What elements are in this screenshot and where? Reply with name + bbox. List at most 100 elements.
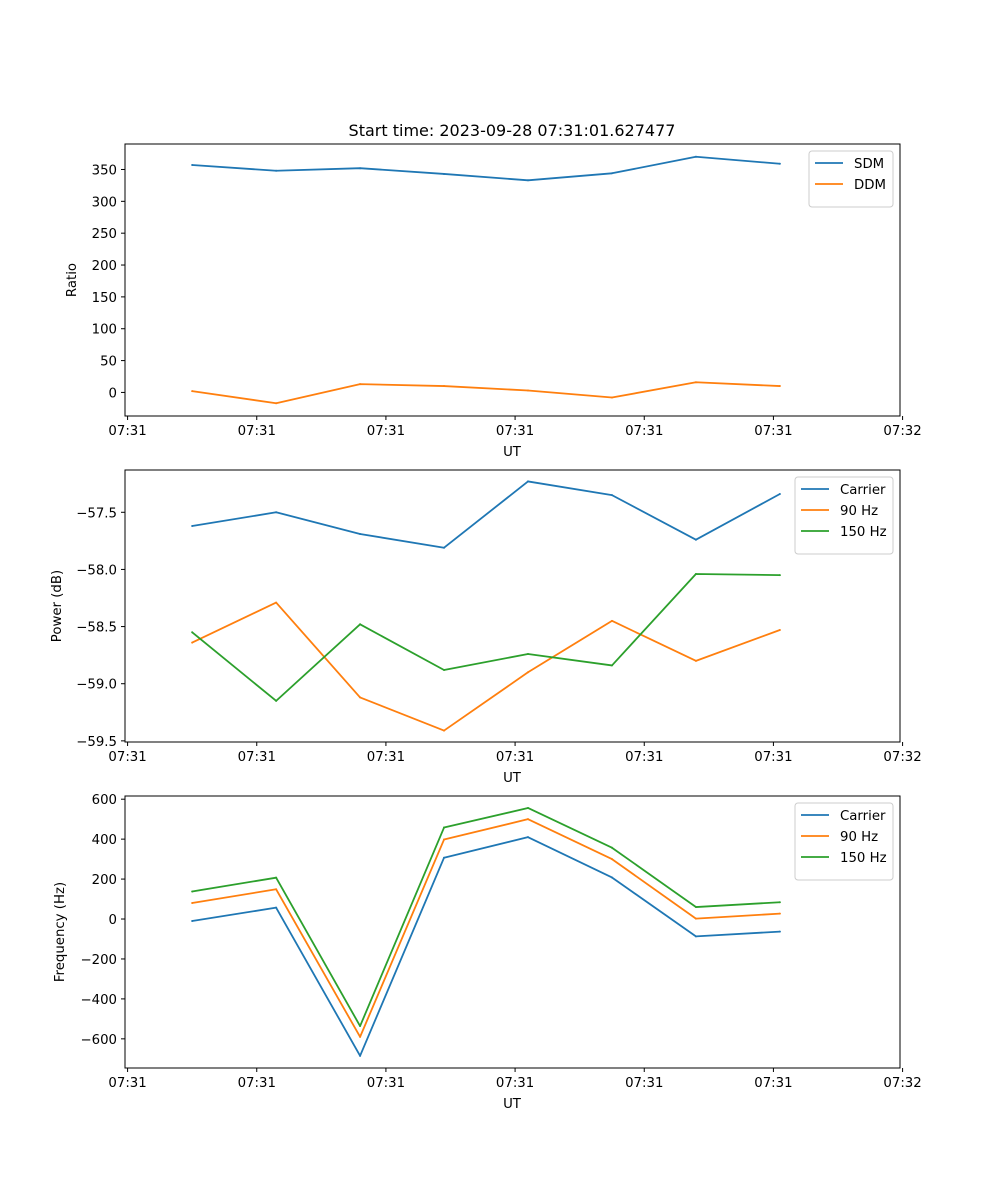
x-tick-label: 07:31 — [754, 1076, 792, 1091]
data-point — [443, 172, 446, 175]
x-tick-label: 07:31 — [367, 424, 405, 439]
legend-entry: DDM — [854, 178, 886, 193]
data-point — [359, 1054, 362, 1057]
data-point — [443, 669, 446, 671]
data-point — [527, 806, 529, 809]
subplot-3: 07:31 07:31 07:31 07:31 07:31 07:31 07:32 −600 −… — [53, 793, 922, 1112]
data-point — [527, 671, 529, 674]
legend-entry: Carrier — [840, 809, 886, 824]
x-tick-label: 07:31 — [367, 750, 405, 765]
chart-title: Start time: 2023-09-28 07:31:01.627477 — [349, 121, 676, 140]
y-tick-label: 600 — [92, 793, 117, 808]
axes-frame — [124, 795, 901, 1069]
plots: 07:31 07:31 07:31 07:31 07:31 07:31 07:32 0 50 10… — [50, 143, 922, 1112]
y-tick-label: −59.0 — [76, 678, 117, 693]
data-point — [694, 659, 697, 662]
y-tick-label: 250 — [92, 227, 117, 242]
y-tick-label: 0 — [109, 913, 117, 928]
data-point — [527, 480, 529, 483]
data-point — [443, 826, 446, 829]
data-point — [191, 525, 194, 527]
legend-entry: 90 Hz — [840, 504, 878, 519]
axes-frame — [124, 143, 901, 417]
data-point — [443, 729, 446, 732]
data-point — [610, 664, 613, 667]
y-tick-label: −57.5 — [76, 506, 117, 521]
data-point — [191, 390, 194, 393]
series-line-90-hz — [191, 601, 781, 732]
data-point — [359, 1025, 362, 1028]
data-point — [275, 699, 278, 702]
data-point — [275, 402, 278, 405]
data-point — [527, 818, 529, 821]
y-tick-label: −400 — [80, 993, 117, 1008]
data-point — [778, 901, 781, 904]
y-tick-label: 100 — [92, 323, 117, 338]
data-point — [359, 167, 362, 170]
legend: Carrier 90 Hz 150 Hz — [794, 476, 894, 555]
y-tick-label: −200 — [80, 953, 117, 968]
data-point — [191, 164, 194, 167]
data-point — [527, 179, 529, 182]
data-point — [359, 533, 362, 535]
data-point — [527, 836, 529, 839]
data-point — [610, 396, 613, 399]
data-point — [610, 494, 613, 497]
data-point — [275, 906, 278, 909]
data-point — [443, 385, 446, 388]
legend-entry: 90 Hz — [840, 830, 878, 845]
data-point — [610, 876, 613, 879]
series-line-150-hz — [191, 573, 780, 702]
x-tick-label: 07:32 — [883, 750, 921, 765]
series-line-carrier — [192, 480, 781, 549]
data-point — [610, 172, 613, 175]
x-axis-label: UT — [503, 1097, 522, 1112]
y-tick-label: −59.5 — [76, 735, 117, 750]
data-point — [275, 888, 278, 891]
x-tick-label: 07:31 — [625, 424, 663, 439]
legend-box — [794, 476, 894, 555]
subplot-2: 07:31 07:31 07:31 07:31 07:31 07:31 07:32 −59.5… — [50, 469, 922, 786]
y-tick-label: 400 — [92, 833, 117, 848]
data-point — [694, 538, 697, 541]
series-line-sdm — [192, 155, 780, 182]
data-point — [191, 641, 194, 644]
data-point — [527, 389, 529, 392]
data-point — [778, 629, 781, 631]
data-point — [694, 155, 697, 158]
data-point — [778, 162, 781, 165]
data-point — [694, 917, 697, 920]
legend-entry: 150 Hz — [840, 851, 887, 866]
y-tick-label: 50 — [100, 355, 117, 370]
x-tick-label: 07:31 — [496, 750, 534, 765]
x-tick-label: 07:31 — [238, 750, 276, 765]
data-point — [694, 935, 697, 938]
series-line-150-hz — [192, 807, 780, 1027]
y-tick-label: −600 — [80, 1033, 117, 1048]
y-tick-label: −58.0 — [76, 563, 117, 578]
y-axis-label: Ratio — [65, 263, 80, 297]
data-point — [694, 381, 697, 384]
data-point — [778, 930, 781, 933]
legend-box — [794, 802, 894, 881]
y-tick-label: 350 — [92, 163, 117, 178]
data-point — [527, 653, 529, 655]
series-line-carrier — [192, 836, 780, 1057]
data-point — [694, 573, 697, 575]
data-point — [694, 906, 697, 909]
x-tick-label: 07:31 — [238, 1076, 276, 1091]
data-point — [275, 876, 278, 879]
x-tick-label: 07:31 — [754, 750, 792, 765]
data-point — [191, 902, 194, 905]
axes-frame — [124, 469, 901, 743]
legend-entry: Carrier — [840, 483, 886, 498]
x-axis-label: UT — [503, 445, 522, 460]
data-point — [191, 631, 194, 634]
series-line-ddm — [192, 381, 780, 405]
data-point — [443, 856, 446, 859]
data-point — [191, 890, 194, 893]
x-tick-label: 07:31 — [496, 1076, 534, 1091]
data-point — [359, 383, 362, 386]
data-point — [778, 385, 781, 388]
